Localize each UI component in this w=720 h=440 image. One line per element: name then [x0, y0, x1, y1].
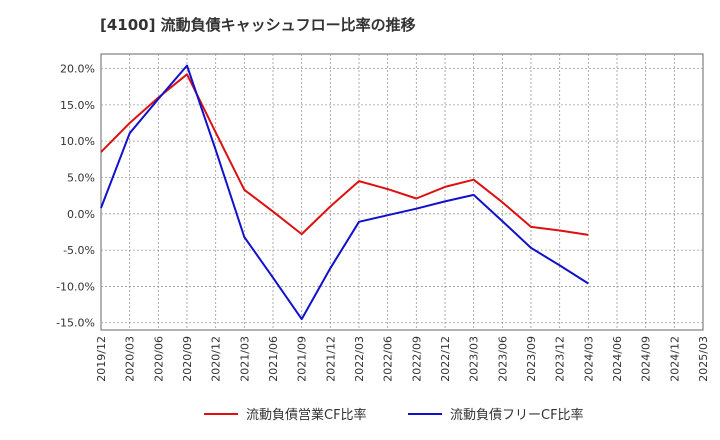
- x-tick-label: 2020/12: [210, 336, 223, 382]
- y-tick-label: 0.0%: [67, 208, 95, 221]
- x-tick-label: 2023/09: [525, 336, 538, 382]
- series-line-free-cf: [100, 64, 589, 321]
- y-tick-label: -10.0%: [56, 280, 95, 293]
- x-tick-label: 2023/06: [496, 336, 509, 382]
- x-tick-label: 2020/06: [152, 336, 165, 382]
- x-tick-label: 2020/03: [124, 336, 137, 382]
- y-tick-label: 5.0%: [67, 171, 95, 184]
- legend-label-free-cf: 流動負債フリーCF比率: [450, 408, 584, 423]
- x-tick-label: 2024/03: [582, 336, 595, 382]
- y-tick-label: -5.0%: [63, 244, 95, 257]
- x-tick-label: 2021/09: [296, 336, 309, 382]
- x-tick-label: 2022/06: [382, 336, 395, 382]
- x-tick-label: 2025/03: [697, 336, 710, 382]
- legend-label-operating-cf: 流動負債営業CF比率: [246, 408, 367, 423]
- x-axis-tick-labels: 2019/12 2020/03 2020/06 2020/09 2020/12 2021/…: [95, 336, 710, 382]
- x-tick-label: 2021/03: [238, 336, 251, 382]
- x-tick-label: 2024/09: [640, 336, 653, 382]
- x-tick-label: 2022/12: [439, 336, 452, 382]
- x-tick-label: 2024/06: [611, 336, 624, 382]
- x-tick-label: 2022/03: [353, 336, 366, 382]
- x-tick-label: 2023/03: [468, 336, 481, 382]
- legend-item-free-cf: 流動負債フリーCF比率: [408, 404, 584, 423]
- x-tick-label: 2021/06: [267, 336, 280, 382]
- y-tick-label: -15.0%: [56, 317, 95, 330]
- y-tick-label: 15.0%: [60, 99, 95, 112]
- legend-swatch-free-cf: [408, 412, 442, 415]
- x-tick-label: 2022/09: [410, 336, 423, 382]
- y-tick-label: 20.0%: [60, 63, 95, 76]
- y-tick-label: 10.0%: [60, 135, 95, 148]
- legend-swatch-operating-cf: [204, 412, 238, 415]
- x-tick-label: 2019/12: [95, 336, 108, 382]
- x-tick-label: 2024/12: [668, 336, 681, 382]
- chart-title: [4100] 流動負債キャッシュフロー比率の推移: [100, 16, 416, 34]
- legend-item-operating-cf: 流動負債営業CF比率: [204, 404, 367, 423]
- x-tick-label: 2020/09: [181, 336, 194, 382]
- x-tick-label: 2021/12: [324, 336, 337, 382]
- x-tick-label: 2023/12: [554, 336, 567, 382]
- plot-area: [100, 53, 704, 331]
- series-line-operating-cf: [100, 73, 589, 236]
- y-axis-tick-labels: 20.0% 15.0% 10.0% 5.0% 0.0% -5.0% -10.0% -15.0%: [56, 63, 95, 330]
- series-lines: [100, 64, 589, 321]
- legend: 流動負債営業CF比率 流動負債フリーCF比率: [0, 404, 720, 428]
